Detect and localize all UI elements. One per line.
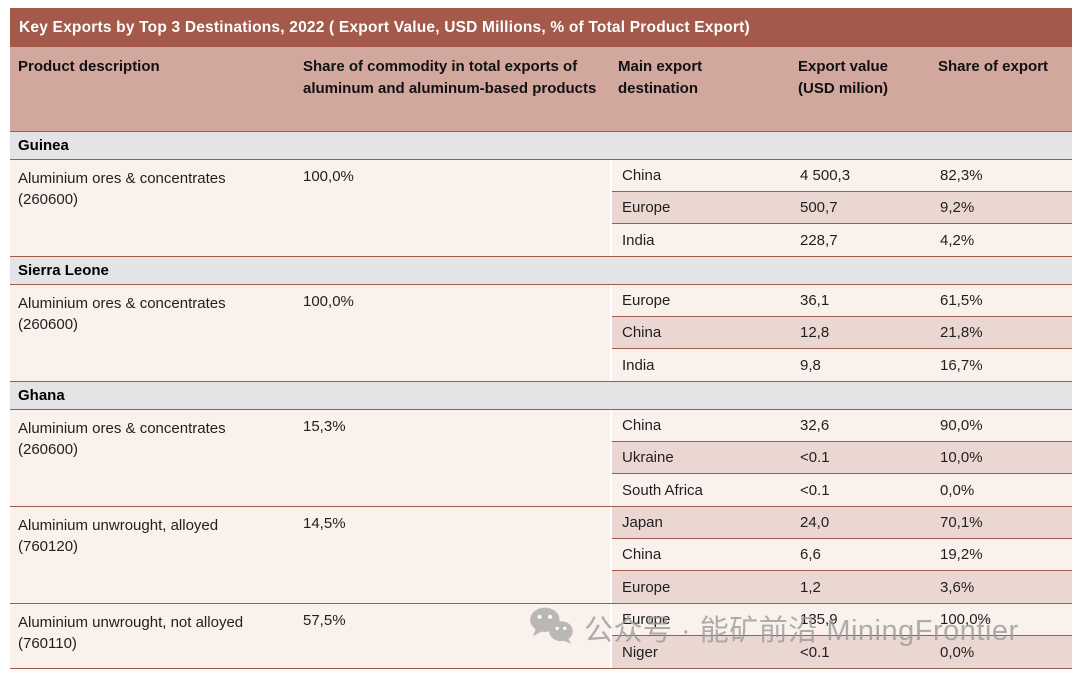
table-row: China 32,6 90,0% <box>612 410 1072 442</box>
destination-name: Europe <box>622 292 671 309</box>
export-value: 24,0 <box>800 514 830 531</box>
table-row: South Africa <0.1 0,0% <box>612 474 1072 506</box>
export-share: 10,0% <box>940 449 983 466</box>
table-row: Europe 135,9 100,0% <box>612 604 1072 636</box>
destination-name: China <box>622 324 662 341</box>
export-value: 6,6 <box>800 546 821 563</box>
commodity-share: 100,0% <box>303 168 354 185</box>
table-row: China 6,6 19,2% <box>612 539 1072 571</box>
section-header-guinea: Guinea <box>10 131 1072 160</box>
table-row: Europe 500,7 9,2% <box>612 192 1072 224</box>
exports-table: Key Exports by Top 3 Destinations, 2022 … <box>10 8 1072 669</box>
product-description: Aluminium ores & concentrates (260600) <box>18 295 226 333</box>
export-value: <0.1 <box>800 449 830 466</box>
export-share: 19,2% <box>940 546 983 563</box>
destination-rows: China 4 500,3 82,3% Europe 500,7 9,2% In… <box>610 160 1072 256</box>
table-row: Europe 1,2 3,6% <box>612 571 1072 603</box>
destination-rows: Europe 36,1 61,5% China 12,8 21,8% India… <box>610 285 1072 381</box>
commodity-share: 57,5% <box>303 612 346 629</box>
table-row: Ukraine <0.1 10,0% <box>612 442 1072 474</box>
commodity-share: 100,0% <box>303 293 354 310</box>
section-header-ghana: Ghana <box>10 381 1072 410</box>
export-value: 4 500,3 <box>800 167 851 184</box>
product-group: Aluminium ores & concentrates (260600) 1… <box>10 410 1072 507</box>
destination-name: Europe <box>622 578 671 596</box>
table-row: Niger <0.1 0,0% <box>612 636 1072 668</box>
product-description: Aluminium ores & concentrates (260600) <box>18 420 226 458</box>
commodity-share: 15,3% <box>303 418 346 435</box>
destination-name: Europe <box>622 199 671 216</box>
export-value: 12,8 <box>800 324 830 341</box>
destination-name: India <box>622 231 655 249</box>
col-header-product: Product description <box>18 58 160 75</box>
commodity-share: 14,5% <box>303 515 346 532</box>
table-row: China 4 500,3 82,3% <box>612 160 1072 192</box>
export-share: 9,2% <box>940 199 975 216</box>
export-share: 61,5% <box>940 292 983 309</box>
col-header-destination: Main export destination <box>618 58 703 97</box>
export-value: 32,6 <box>800 417 830 434</box>
product-group: Aluminium unwrought, alloyed (760120) 14… <box>10 507 1072 604</box>
destination-name: China <box>622 167 662 184</box>
col-header-commodity-share: Share of commodity in total exports of a… <box>303 58 597 97</box>
export-share: 70,1% <box>940 514 983 531</box>
export-value: 1,2 <box>800 578 821 596</box>
export-value: 500,7 <box>800 199 838 216</box>
export-share: 3,6% <box>940 578 975 596</box>
product-group: Aluminium ores & concentrates (260600) 1… <box>10 160 1072 256</box>
export-share: 100,0% <box>940 611 991 628</box>
destination-name: Japan <box>622 514 663 531</box>
table-row: India 9,8 16,7% <box>612 349 1072 381</box>
section-header-sierra-leone: Sierra Leone <box>10 256 1072 285</box>
export-value: 9,8 <box>800 356 821 374</box>
export-share: 21,8% <box>940 324 983 341</box>
table-row: Europe 36,1 61,5% <box>612 285 1072 317</box>
col-header-export-value: Export value (USD milion) <box>798 58 889 97</box>
table-row: China 12,8 21,8% <box>612 317 1072 349</box>
export-share: 0,0% <box>940 481 975 499</box>
destination-name: Europe <box>622 611 671 628</box>
export-share: 82,3% <box>940 167 983 184</box>
table-row: India 228,7 4,2% <box>612 224 1072 256</box>
destination-name: South Africa <box>622 481 703 499</box>
destination-name: China <box>622 546 662 563</box>
export-value: <0.1 <box>800 643 830 661</box>
destination-name: India <box>622 356 655 374</box>
product-group: Aluminium ores & concentrates (260600) 1… <box>10 285 1072 381</box>
export-share: 90,0% <box>940 417 983 434</box>
export-value: 36,1 <box>800 292 830 309</box>
export-value: 135,9 <box>800 611 838 628</box>
table-title: Key Exports by Top 3 Destinations, 2022 … <box>10 8 1072 47</box>
col-header-export-share: Share of export <box>938 58 1049 75</box>
destination-name: Ukraine <box>622 449 674 466</box>
destination-rows: Japan 24,0 70,1% China 6,6 19,2% Europe … <box>610 507 1072 603</box>
product-group: Aluminium unwrought, not alloyed (760110… <box>10 604 1072 669</box>
product-description: Aluminium ores & concentrates (260600) <box>18 170 226 208</box>
table-row: Japan 24,0 70,1% <box>612 507 1072 539</box>
product-description: Aluminium unwrought, not alloyed (760110… <box>18 614 244 652</box>
export-share: 4,2% <box>940 231 975 249</box>
export-share: 16,7% <box>940 356 983 374</box>
column-header-row: Product description Share of commodity i… <box>10 47 1072 131</box>
destination-rows: China 32,6 90,0% Ukraine <0.1 10,0% Sout… <box>610 410 1072 506</box>
product-description: Aluminium unwrought, alloyed (760120) <box>18 517 219 555</box>
export-value: <0.1 <box>800 481 830 499</box>
destination-rows: Europe 135,9 100,0% Niger <0.1 0,0% <box>610 604 1072 668</box>
destination-name: China <box>622 417 662 434</box>
destination-name: Niger <box>622 643 658 661</box>
export-value: 228,7 <box>800 231 838 249</box>
export-share: 0,0% <box>940 643 975 661</box>
